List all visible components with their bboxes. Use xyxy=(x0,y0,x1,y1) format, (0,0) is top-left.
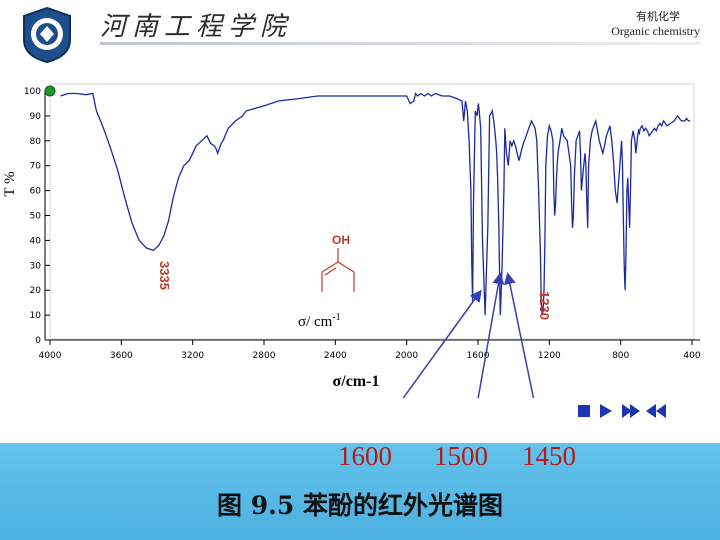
figure-caption: 图 9.5 苯酚的红外光谱图 xyxy=(217,491,503,520)
x-tick-label: 2400 xyxy=(324,351,347,361)
origin-marker-icon xyxy=(44,85,56,97)
y-tick-label: 30 xyxy=(30,261,42,271)
nav-fast-forward-icon[interactable] xyxy=(622,404,640,418)
peak-arrows xyxy=(402,272,535,398)
arrow-1500 xyxy=(477,272,505,398)
slide-header: 河南工程学院 有机化学 Organic chemistry xyxy=(0,0,720,70)
x-tick-label: 1200 xyxy=(538,351,561,361)
x-tick-label: 400 xyxy=(683,351,700,361)
y-tick-label: 50 xyxy=(30,212,42,222)
nav-stop-icon[interactable] xyxy=(578,405,590,417)
y-tick-label: 100 xyxy=(24,87,41,97)
spectrum-line xyxy=(60,91,691,316)
x-tick-label: 1600 xyxy=(467,351,490,361)
footer-band xyxy=(0,443,720,540)
benzene-ring-icon xyxy=(321,248,355,292)
x-tick-label: 4000 xyxy=(39,351,62,361)
y-tick-label: 10 xyxy=(30,311,42,321)
y-tick-label: 70 xyxy=(30,162,42,172)
arrow-1450 xyxy=(503,272,535,398)
peak-label-3335: 3335 xyxy=(157,261,172,290)
x-axis-label: σ/cm-1 xyxy=(333,373,380,390)
phenol-structure: OH xyxy=(321,233,355,292)
nav-play-icon[interactable] xyxy=(600,404,612,418)
slide-nav xyxy=(578,404,666,418)
ir-spectrum-chart: 0 10 20 30 40 50 60 70 80 90 100 4000 3600 3200 2800 2… xyxy=(2,83,701,398)
y-tick-label: 20 xyxy=(30,286,42,296)
y-tick-label: 80 xyxy=(30,137,42,147)
plot-frame xyxy=(49,83,695,340)
arrow-1600 xyxy=(402,289,482,398)
x-tick-label: 2800 xyxy=(253,351,276,361)
structure-oh-label: OH xyxy=(332,233,350,247)
x-tick-label: 800 xyxy=(612,351,629,361)
x-tick-label: 3600 xyxy=(110,351,133,361)
school-logo-icon xyxy=(23,6,71,64)
y-tick-label: 0 xyxy=(35,336,41,346)
y-axis-ticks: 0 10 20 30 40 50 60 70 80 90 100 xyxy=(24,87,50,346)
y-tick-label: 60 xyxy=(30,187,42,197)
y-axis-label: T % xyxy=(2,171,18,196)
course-title-zh: 有机化学 xyxy=(636,10,680,23)
school-name: 河南工程学院 xyxy=(100,12,293,42)
peak-label-1230: 1230 xyxy=(537,291,552,320)
peak-1600: 1600 xyxy=(338,441,392,471)
y-tick-label: 40 xyxy=(30,236,42,246)
peak-1500: 1500 xyxy=(434,441,488,471)
peak-1450: 1450 xyxy=(522,441,576,471)
header-divider xyxy=(100,42,700,45)
x-axis-ticks: 4000 3600 3200 2800 2400 2000 1600 1200 800 400 xyxy=(39,340,701,361)
inner-axis-label: σ/ cm-1 xyxy=(298,312,341,330)
x-tick-label: 3200 xyxy=(181,351,204,361)
y-tick-label: 90 xyxy=(30,112,42,122)
nav-rewind-icon[interactable] xyxy=(646,404,666,418)
x-tick-label: 2000 xyxy=(395,351,418,361)
course-title-en: Organic chemistry xyxy=(611,24,700,38)
